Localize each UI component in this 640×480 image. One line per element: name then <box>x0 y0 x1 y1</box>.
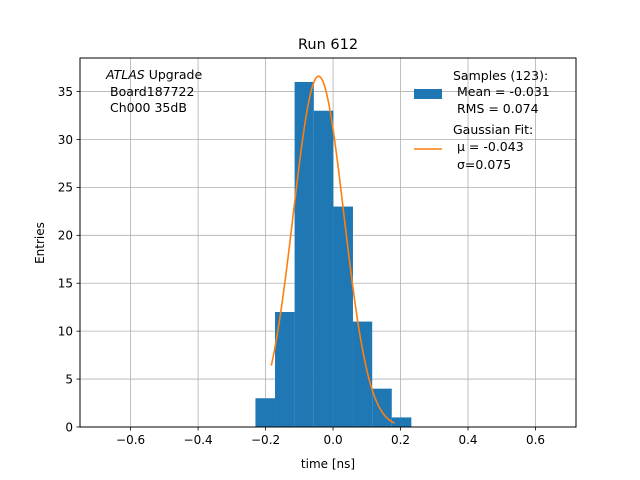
y-axis-label: Entries <box>33 222 47 264</box>
legend-samples-swatch <box>414 89 442 99</box>
y-tick-label: 30 <box>58 133 73 147</box>
legend-fit-line-2: μ = -0.043 <box>457 139 524 154</box>
y-tick-label: 10 <box>58 324 73 338</box>
gaussian-fit-curve <box>270 75 395 424</box>
y-tick-label: 5 <box>65 372 73 386</box>
legend: Samples (123): Mean = -0.031 RMS = 0.074… <box>414 68 550 172</box>
annotation-upgrade: Upgrade <box>145 67 203 82</box>
histogram-bar <box>255 398 276 427</box>
annotation-line-2: Board187722 <box>110 84 194 99</box>
legend-samples-line-2: Mean = -0.031 <box>453 84 550 99</box>
histogram-bar <box>391 417 412 427</box>
x-axis-ticks: −0.6 −0.4 −0.2 0.0 0.2 0.4 0.6 <box>116 427 545 447</box>
annotation-atlas: ATLAS <box>105 67 145 82</box>
x-axis-label: time [ns] <box>301 457 355 471</box>
y-tick-label: 20 <box>58 229 73 243</box>
annotation-line-1: ATLAS Upgrade <box>105 67 202 82</box>
legend-samples-line-3: RMS = 0.074 <box>453 101 539 116</box>
x-tick-label: 0.0 <box>324 433 343 447</box>
x-tick-label: 0.6 <box>526 433 545 447</box>
y-tick-label: 35 <box>58 85 73 99</box>
x-tick-label: 0.4 <box>458 433 477 447</box>
legend-samples-line-1: Samples (123): <box>453 68 548 83</box>
atlas-annotation: ATLAS Upgrade Board187722 Ch000 35dB <box>105 67 202 115</box>
x-tick-label: −0.6 <box>116 433 145 447</box>
y-tick-label: 15 <box>58 277 73 291</box>
x-tick-label: −0.2 <box>251 433 280 447</box>
plot-frame <box>79 57 577 428</box>
histogram-bar <box>275 311 295 427</box>
x-tick-label: 0.2 <box>391 433 410 447</box>
fit-curve-group <box>270 75 395 424</box>
annotation-line-3: Ch000 35dB <box>110 100 187 115</box>
histogram-bar <box>372 388 392 427</box>
y-axis-ticks: 0 5 10 15 20 25 30 35 <box>58 85 80 434</box>
x-tick-label: −0.4 <box>184 433 213 447</box>
legend-fit-line-3: σ=0.075 <box>457 157 511 172</box>
y-tick-label: 25 <box>58 181 73 195</box>
legend-fit-line-1: Gaussian Fit: <box>453 122 533 137</box>
y-tick-label: 0 <box>65 420 73 434</box>
histogram-bar <box>333 206 353 427</box>
histogram-bar <box>313 110 334 427</box>
chart-title: Run 612 <box>298 37 358 53</box>
histogram-bar <box>352 321 373 427</box>
